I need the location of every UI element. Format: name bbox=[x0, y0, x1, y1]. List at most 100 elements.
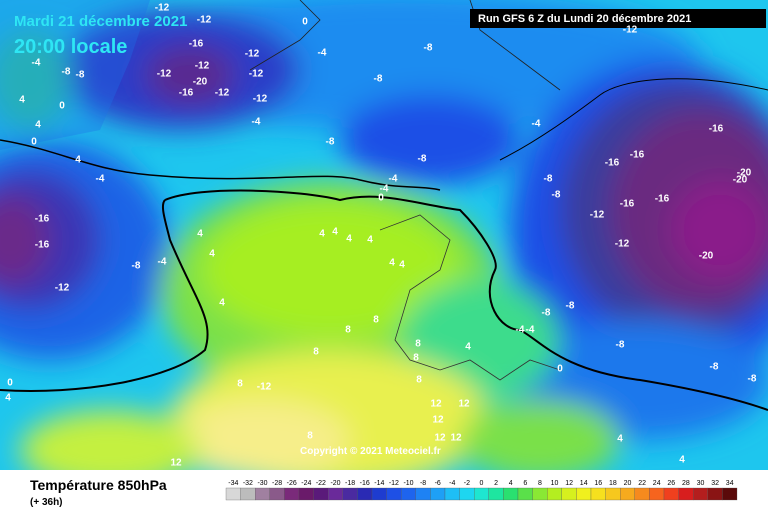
map-labels: -12-12 0-16-12 -4 -8-12-12-12-8 -8-4-16-20-1… bbox=[5, 3, 757, 469]
isotherm-label: 4 bbox=[399, 260, 405, 271]
isotherm-label: 4 bbox=[332, 227, 338, 238]
isotherm-label: 0 bbox=[557, 364, 563, 375]
scale-swatch bbox=[693, 487, 708, 501]
copyright: Copyright © 2021 Meteociel.fr bbox=[300, 446, 441, 457]
isotherm-label: 4 bbox=[219, 298, 225, 309]
scale-label: 26 bbox=[667, 480, 675, 487]
scale-label: -6 bbox=[435, 480, 441, 487]
isotherm-label: 4 bbox=[35, 120, 41, 131]
scale-swatch bbox=[532, 487, 548, 501]
isotherm-label: 0 bbox=[302, 17, 308, 28]
time: 20:00 locale bbox=[14, 36, 127, 58]
scale-label: 2 bbox=[494, 480, 498, 487]
isotherm-label: -12 bbox=[245, 49, 260, 60]
isotherm-label: -8 bbox=[76, 70, 85, 81]
scale-swatch bbox=[371, 487, 387, 501]
isotherm-label: -20 bbox=[193, 77, 208, 88]
isotherm-label: -8 bbox=[544, 174, 553, 185]
scale-label: -16 bbox=[360, 480, 370, 487]
isotherm-label: -12 bbox=[155, 3, 170, 14]
scale-swatch bbox=[722, 487, 738, 501]
scale-swatch bbox=[474, 487, 489, 501]
scale-swatch bbox=[284, 487, 300, 501]
scale-label: 30 bbox=[697, 480, 705, 487]
scale-swatch bbox=[620, 487, 635, 501]
scale-swatch bbox=[590, 487, 606, 501]
isotherm-label: -4 bbox=[380, 184, 389, 195]
isotherm-label: -12 bbox=[590, 210, 605, 221]
isotherm-label: 0 bbox=[59, 101, 65, 112]
scale-swatch bbox=[707, 487, 723, 501]
scale-swatch bbox=[547, 487, 562, 501]
scale-label: 16 bbox=[594, 480, 602, 487]
isotherm-label: 8 bbox=[373, 315, 379, 326]
isotherm-label: -4 bbox=[516, 325, 525, 336]
scale-label: 34 bbox=[726, 480, 734, 487]
isotherm-label: -12 bbox=[257, 382, 272, 393]
isotherm-label: 8 bbox=[415, 339, 421, 350]
scale-swatch bbox=[255, 487, 270, 501]
isotherm-label: -12 bbox=[253, 94, 268, 105]
scale-label: 12 bbox=[565, 480, 573, 487]
isotherm-label: 0 bbox=[31, 137, 37, 148]
scale-label: -34 bbox=[228, 480, 238, 487]
isotherm-label: -16 bbox=[709, 124, 724, 135]
isotherm-label: 8 bbox=[345, 325, 351, 336]
isotherm-label: 8 bbox=[307, 431, 313, 442]
isotherm-label: -12 bbox=[197, 15, 212, 26]
isotherm-label: 0 bbox=[378, 193, 384, 204]
isotherm-label: 12 bbox=[170, 458, 182, 469]
scale-swatch bbox=[634, 487, 650, 501]
scale-label: -28 bbox=[272, 480, 282, 487]
isotherm-label: 4 bbox=[346, 234, 352, 245]
scale-label: -10 bbox=[403, 480, 413, 487]
isotherm-label: -8 bbox=[748, 374, 757, 385]
scale-label: 20 bbox=[624, 480, 632, 487]
date: Mardi 21 décembre 2021 bbox=[14, 13, 187, 30]
scale-label: -26 bbox=[287, 480, 297, 487]
isotherm-label: -8 bbox=[374, 74, 383, 85]
scale-swatch bbox=[401, 487, 416, 501]
scale-swatch bbox=[488, 487, 504, 501]
isotherm-label: -4 bbox=[32, 58, 41, 69]
scale-label: -2 bbox=[464, 480, 470, 487]
isotherm-label: -4 bbox=[389, 174, 398, 185]
scale-label: -24 bbox=[301, 480, 311, 487]
scale-label: 8 bbox=[538, 480, 542, 487]
isotherm-label: 4 bbox=[679, 455, 685, 466]
scale-swatch bbox=[678, 487, 694, 501]
scale-swatch bbox=[503, 487, 519, 501]
isotherm-label: -16 bbox=[630, 150, 645, 161]
scale-swatch bbox=[240, 487, 256, 501]
isotherm-label: -20 bbox=[733, 175, 748, 186]
isotherm-label: -12 bbox=[623, 25, 638, 36]
isotherm-label: -16 bbox=[179, 88, 194, 99]
temperature-field bbox=[0, 0, 768, 470]
isotherm-label: 4 bbox=[367, 235, 373, 246]
isotherm-label: 4 bbox=[19, 95, 25, 106]
isotherm-label: 12 bbox=[434, 433, 446, 444]
scale-label: -22 bbox=[316, 480, 326, 487]
scale-swatch bbox=[328, 487, 343, 501]
scale-swatch bbox=[459, 487, 475, 501]
scale-swatch bbox=[430, 487, 446, 501]
isotherm-label: 12 bbox=[458, 399, 470, 410]
scale-label: -32 bbox=[243, 480, 253, 487]
scale-label: -4 bbox=[449, 480, 455, 487]
scale-label: 24 bbox=[653, 480, 661, 487]
isotherm-label: -4 bbox=[532, 119, 541, 130]
isotherm-label: -16 bbox=[605, 158, 620, 169]
scale-label: 28 bbox=[682, 480, 690, 487]
isotherm-label: 12 bbox=[450, 433, 462, 444]
isotherm-label: 8 bbox=[313, 347, 319, 358]
scale-label: 22 bbox=[638, 480, 646, 487]
isotherm-label: -20 bbox=[699, 251, 714, 262]
scale-swatch bbox=[444, 487, 460, 501]
scale-swatch bbox=[342, 487, 358, 501]
isotherm-label: -16 bbox=[35, 240, 50, 251]
isotherm-label: 12 bbox=[430, 399, 442, 410]
isotherm-label: 4 bbox=[5, 393, 11, 404]
isotherm-label: 4 bbox=[617, 434, 623, 445]
isotherm-label: 4 bbox=[209, 249, 215, 260]
scale-swatch bbox=[313, 487, 329, 501]
